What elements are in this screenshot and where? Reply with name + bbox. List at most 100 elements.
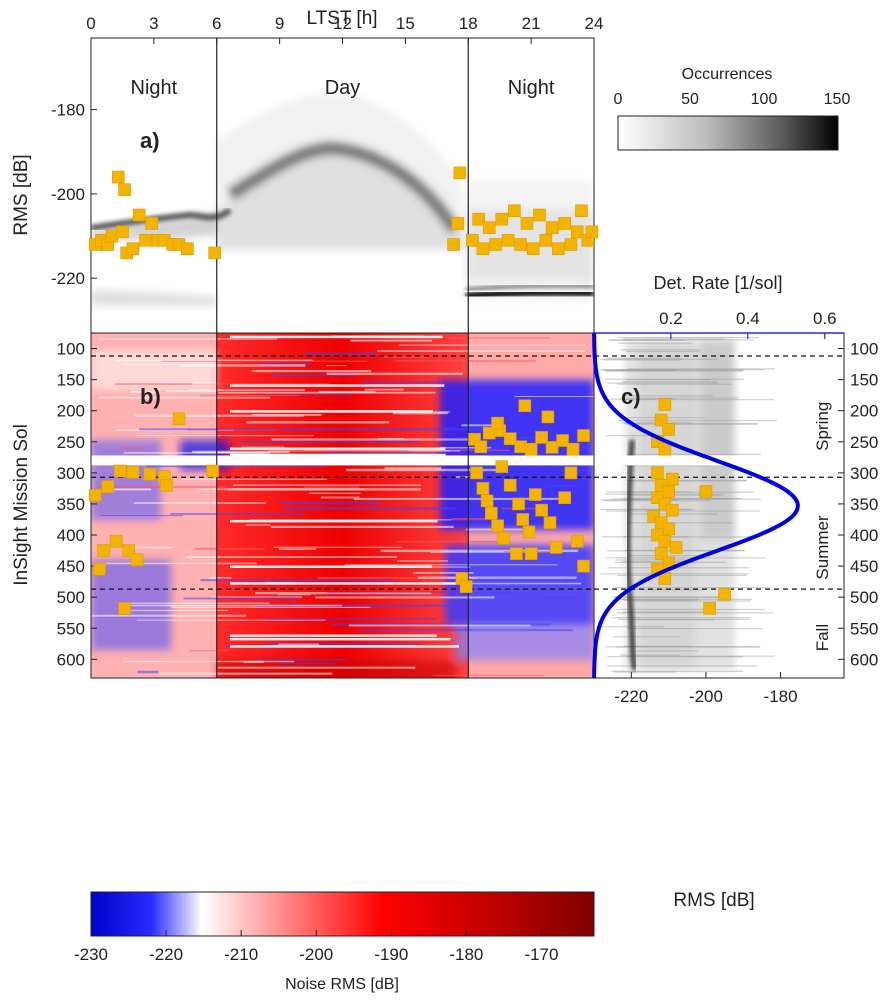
event-marker <box>577 559 590 573</box>
panel-b-y-axis-title: InSight Mission Sol <box>11 424 32 586</box>
sol-stripe <box>382 355 428 359</box>
sol-stripe <box>279 501 382 505</box>
sol-stripe <box>92 614 246 617</box>
sol-tick-label: 400 <box>850 526 878 545</box>
sol-stripe <box>461 424 494 427</box>
sol-stripe <box>343 564 396 567</box>
sol-stripe <box>624 497 742 500</box>
event-marker <box>651 466 664 480</box>
event-marker <box>564 466 578 480</box>
sol-stripe <box>455 476 477 479</box>
event-marker <box>543 516 557 529</box>
season-label: Spring <box>813 402 832 451</box>
season-label: Summer <box>813 515 832 580</box>
sol-stripe <box>199 488 365 491</box>
sol-stripe <box>614 369 765 371</box>
event-marker <box>114 464 127 478</box>
sol-stripe <box>278 548 317 550</box>
event-marker <box>503 432 517 445</box>
sol-stripe <box>170 513 305 515</box>
sol-stripe <box>359 629 573 632</box>
sol-stripe <box>623 599 697 601</box>
event-marker <box>577 429 590 442</box>
sol-stripe <box>242 446 285 449</box>
sol-stripe <box>218 666 416 669</box>
sol-stripe <box>622 536 754 538</box>
sol-stripe <box>345 564 558 566</box>
sol-stripe <box>251 369 372 373</box>
sol-stripe <box>399 344 586 346</box>
noise-tick-label: -180 <box>449 945 483 964</box>
sol-stripe <box>621 399 774 401</box>
event-marker <box>585 225 599 239</box>
sol-stripe <box>622 381 718 383</box>
sol-stripe <box>113 488 152 491</box>
event-marker <box>109 534 123 548</box>
sol-tick-label: 500 <box>850 588 878 607</box>
sol-gap-stripe <box>230 447 446 450</box>
sol-stripe <box>348 624 531 627</box>
sol-stripe <box>622 598 753 600</box>
event-marker <box>666 503 679 517</box>
event-marker <box>145 217 159 230</box>
event-marker <box>512 497 525 511</box>
ltst-tick-label: 24 <box>585 14 604 33</box>
sol-stripe <box>254 604 458 607</box>
sol-stripe <box>326 365 347 367</box>
sol-gap-stripe <box>230 410 434 413</box>
sol-stripe <box>114 383 330 385</box>
event-marker <box>666 472 679 486</box>
event-marker <box>181 242 194 256</box>
panel-c-label: c) <box>621 384 641 409</box>
noise-colorbar-ticks: -230 -220 -210 -200 -190 -180 -170 <box>74 930 558 964</box>
event-marker <box>495 212 509 226</box>
sol-stripe <box>626 479 748 482</box>
ltst-tick-label: 9 <box>275 14 284 33</box>
sol-stripe <box>413 572 474 574</box>
sol-stripe <box>606 510 760 512</box>
event-marker <box>495 460 509 473</box>
sol-stripe <box>627 627 763 630</box>
sol-stripe <box>627 491 754 493</box>
sol-stripe <box>238 440 422 443</box>
event-marker <box>662 485 675 498</box>
sol-stripe <box>183 597 303 600</box>
sol-stripe <box>392 412 448 415</box>
sol-stripe <box>380 549 579 553</box>
sol-tick-label: 150 <box>57 371 85 390</box>
sol-stripe <box>607 665 758 667</box>
sol-stripe <box>430 566 471 568</box>
sol-stripe <box>280 428 487 431</box>
ltst-tick-label: 18 <box>459 14 478 33</box>
event-marker <box>111 170 125 184</box>
ltst-tick-label: 3 <box>149 14 158 33</box>
panel-b-sol-stripes <box>92 335 594 676</box>
sol-stripe <box>600 499 678 501</box>
sol-stripe <box>263 394 353 396</box>
sol-stripe <box>608 567 749 569</box>
event-marker <box>143 467 156 481</box>
sol-stripe <box>133 502 266 504</box>
sol-stripe <box>200 394 300 397</box>
event-marker <box>489 238 502 251</box>
sol-stripe <box>182 478 327 480</box>
event-marker <box>93 562 106 576</box>
event-marker <box>516 513 530 526</box>
event-marker <box>526 242 540 256</box>
sol-stripe <box>625 395 714 397</box>
event-marker <box>549 541 563 554</box>
event-marker <box>570 225 584 239</box>
sol-gap-stripe <box>230 637 451 641</box>
sol-stripe <box>277 594 312 596</box>
event-marker <box>485 506 498 520</box>
sol-stripe <box>326 372 463 376</box>
event-marker <box>453 166 467 180</box>
event-marker <box>88 488 102 502</box>
sol-stripe <box>609 398 676 400</box>
sol-stripe <box>327 591 515 593</box>
sol-stripe <box>629 600 751 602</box>
panel-a: Night Day Night a) 0 3 6 9 12 15 18 21 24 LTST [h]… <box>11 8 604 334</box>
sol-stripe <box>617 618 749 620</box>
sol-stripe <box>246 421 390 424</box>
panel-a-day-night-dividers <box>216 38 469 333</box>
